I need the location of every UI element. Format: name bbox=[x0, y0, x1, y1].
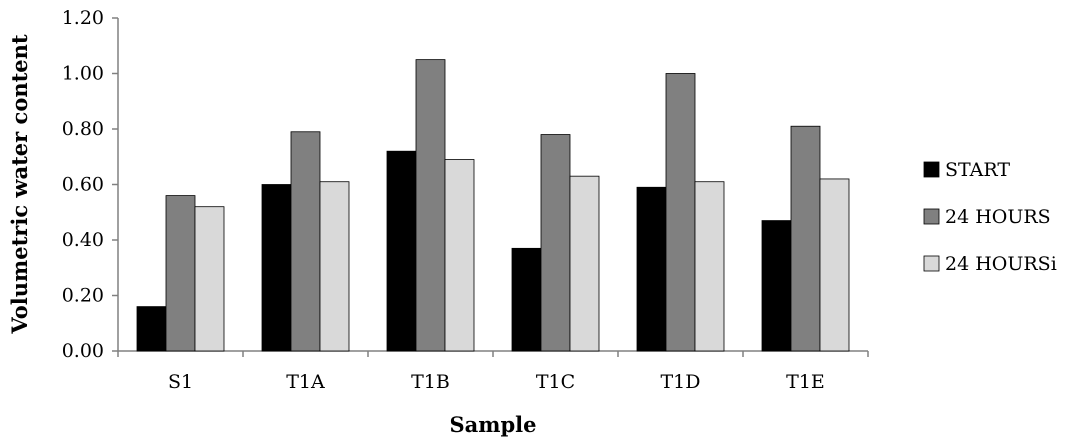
legend-swatch bbox=[923, 161, 940, 178]
legend-label: 24 HOURSi bbox=[945, 253, 1057, 275]
legend-swatch bbox=[923, 255, 940, 272]
bar-t1d-series-3 bbox=[694, 181, 725, 352]
y-tick-label: 0.00 bbox=[62, 340, 104, 362]
bar-s1-series-3 bbox=[194, 206, 225, 352]
bar-t1c-series-3 bbox=[569, 175, 600, 352]
y-tick-label: 1.20 bbox=[62, 7, 104, 29]
bar-t1b-series-3 bbox=[444, 159, 475, 352]
bar-t1b-series-1 bbox=[386, 150, 417, 352]
bar-t1a-series-1 bbox=[261, 184, 292, 352]
bars-group bbox=[136, 59, 850, 352]
x-tick-label: S1 bbox=[168, 371, 193, 393]
x-tick-labels: S1 T1A T1B T1C T1D T1E bbox=[168, 371, 825, 393]
x-tick-label: T1C bbox=[536, 371, 575, 393]
bar-t1c-series-2 bbox=[540, 134, 571, 352]
x-tick-label: T1A bbox=[286, 371, 325, 393]
legend-swatch bbox=[923, 208, 940, 225]
y-tick-label: 0.80 bbox=[62, 118, 104, 140]
bar-t1d-series-1 bbox=[636, 186, 667, 352]
x-tick-label: T1B bbox=[411, 371, 450, 393]
bar-t1c-series-1 bbox=[511, 247, 542, 352]
bar-t1e-series-1 bbox=[761, 220, 792, 352]
y-tick-label: 1.00 bbox=[62, 63, 104, 85]
bar-t1e-series-2 bbox=[790, 125, 821, 352]
bar-t1d-series-2 bbox=[665, 73, 696, 352]
x-tick-label: T1D bbox=[661, 371, 701, 393]
bar-t1b-series-2 bbox=[415, 59, 446, 352]
plot-area: 0.00 0.20 0.40 0.60 0.80 1.00 1.20 S1 T1A T1B T1C… bbox=[62, 7, 869, 393]
y-axis-title: Volumetric water content bbox=[7, 34, 32, 335]
bar-t1e-series-3 bbox=[819, 178, 850, 352]
x-axis-title: Sample bbox=[449, 412, 536, 437]
y-tick-label: 0.40 bbox=[62, 229, 104, 251]
bar-t1a-series-2 bbox=[290, 131, 321, 352]
axis-ticks bbox=[112, 17, 869, 357]
bar-t1a-series-3 bbox=[319, 181, 350, 352]
x-tick-label: T1E bbox=[786, 371, 825, 393]
legend: START 24 HOURS 24 HOURSi bbox=[923, 159, 1057, 275]
bar-s1-series-1 bbox=[136, 306, 167, 352]
y-tick-labels: 0.00 0.20 0.40 0.60 0.80 1.00 1.20 bbox=[62, 7, 104, 362]
y-tick-label: 0.20 bbox=[62, 285, 104, 307]
legend-label: START bbox=[945, 159, 1010, 181]
y-tick-label: 0.60 bbox=[62, 174, 104, 196]
legend-label: 24 HOURS bbox=[945, 206, 1051, 228]
bar-s1-series-2 bbox=[165, 195, 196, 352]
